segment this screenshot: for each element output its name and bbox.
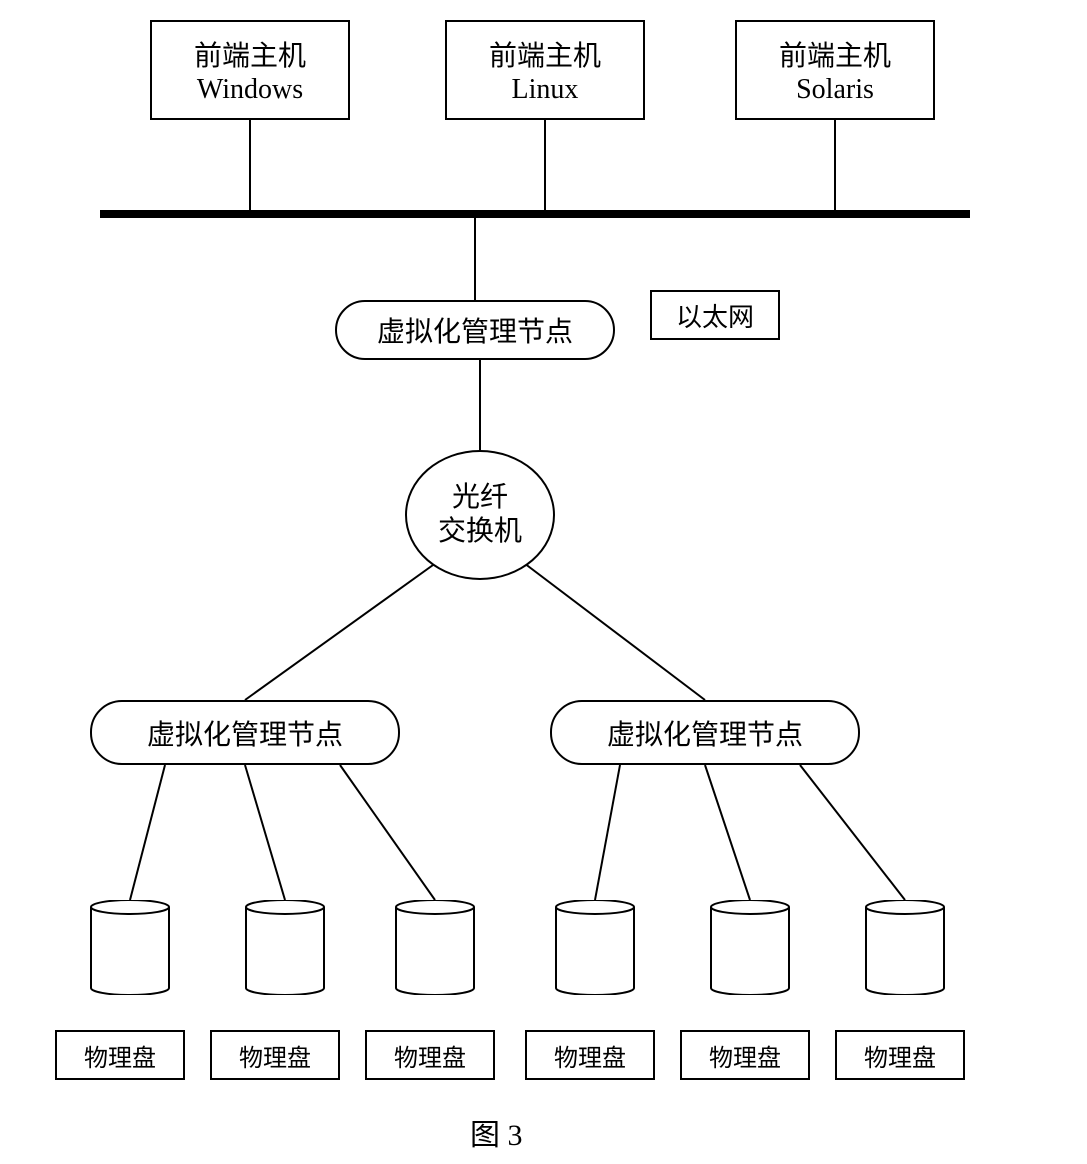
disk-label-text: 物理盘	[394, 1038, 466, 1073]
vm-node-top: 虚拟化管理节点	[335, 300, 615, 360]
host-host-windows: 前端主机Windows	[150, 20, 350, 120]
ethernet-text: 以太网	[676, 297, 754, 334]
fiber-switch-line1: 光纤	[452, 481, 508, 515]
host-label-line1: 前端主机	[489, 34, 601, 74]
figure-label: 图 3	[470, 1110, 523, 1154]
disk-label-text: 物理盘	[709, 1038, 781, 1073]
host-label-line1: 前端主机	[779, 34, 891, 74]
disk-4-label: 物理盘	[525, 1030, 655, 1080]
disk-label-text: 物理盘	[554, 1038, 626, 1073]
vm-node-text: 虚拟化管理节点	[147, 713, 343, 753]
disk-6	[865, 900, 945, 1000]
fiber-switch-node: 光纤 交换机	[405, 450, 555, 580]
disk-3	[395, 900, 475, 1000]
disk-3-label: 物理盘	[365, 1030, 495, 1080]
disk-4	[555, 900, 635, 1000]
disk-6-label: 物理盘	[835, 1030, 965, 1080]
host-host-solaris: 前端主机Solaris	[735, 20, 935, 120]
disk-label-text: 物理盘	[864, 1038, 936, 1073]
disk-1	[90, 900, 170, 1000]
host-label-line2: Solaris	[796, 74, 874, 106]
host-label-line2: Windows	[197, 74, 303, 106]
vm-left: 虚拟化管理节点	[90, 700, 400, 765]
host-label-line2: Linux	[512, 74, 579, 106]
disk-label-text: 物理盘	[239, 1038, 311, 1073]
disk-5	[710, 900, 790, 1000]
vm-node-text: 虚拟化管理节点	[607, 713, 803, 753]
vm-right: 虚拟化管理节点	[550, 700, 860, 765]
vm-node-top-text: 虚拟化管理节点	[377, 310, 573, 350]
ethernet-label: 以太网	[650, 290, 780, 340]
fiber-switch-line2: 交换机	[438, 515, 522, 549]
host-host-linux: 前端主机Linux	[445, 20, 645, 120]
host-label-line1: 前端主机	[194, 34, 306, 74]
disk-5-label: 物理盘	[680, 1030, 810, 1080]
disk-2-label: 物理盘	[210, 1030, 340, 1080]
ethernet-bus	[100, 210, 970, 218]
disk-2	[245, 900, 325, 1000]
disk-label-text: 物理盘	[84, 1038, 156, 1073]
disk-1-label: 物理盘	[55, 1030, 185, 1080]
